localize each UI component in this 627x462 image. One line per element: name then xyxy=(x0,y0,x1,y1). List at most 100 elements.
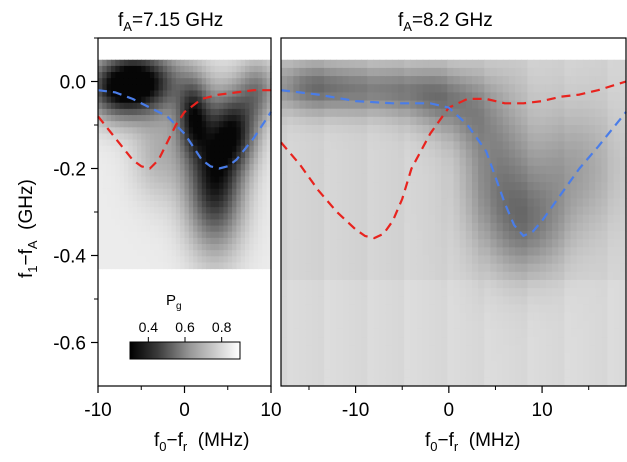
heat-cell xyxy=(102,207,108,214)
heat-cell xyxy=(119,90,125,98)
heat-cell xyxy=(558,165,565,175)
heat-cell xyxy=(613,231,621,240)
heat-cell xyxy=(619,271,627,281)
heat-cell xyxy=(471,59,479,69)
heat-cell xyxy=(496,157,504,167)
heat-cell xyxy=(227,256,233,264)
heat-cell xyxy=(330,320,338,330)
heat-cell xyxy=(435,141,442,151)
heat-cell xyxy=(502,165,510,175)
heat-cell xyxy=(570,133,578,142)
heat-cell xyxy=(484,100,492,110)
heat-cell xyxy=(435,312,442,322)
heat-cell xyxy=(484,198,492,208)
heat-cell xyxy=(253,84,259,92)
heat-cell xyxy=(441,222,448,232)
heat-cell xyxy=(324,231,331,240)
heat-cell xyxy=(508,328,516,338)
heat-cell xyxy=(348,255,356,265)
heat-cell xyxy=(465,296,473,306)
heat-cell xyxy=(404,67,411,77)
heat-cell xyxy=(428,198,436,208)
heat-cell xyxy=(336,67,344,77)
heat-cell xyxy=(154,102,160,110)
heat-cell xyxy=(245,188,250,196)
heat-cell xyxy=(508,141,516,151)
heat-cell xyxy=(552,345,559,354)
heat-cell xyxy=(607,361,615,371)
heat-cell xyxy=(607,100,615,110)
heat-cell xyxy=(299,328,307,338)
heat-cell xyxy=(253,219,259,227)
heat-cell xyxy=(533,84,541,93)
heat-cell xyxy=(145,78,151,85)
heat-cell xyxy=(490,328,498,338)
heat-cell xyxy=(102,59,108,67)
heat-cell xyxy=(201,96,207,104)
heat-cell xyxy=(330,206,338,216)
heat-cell xyxy=(361,84,368,93)
heat-cell xyxy=(342,198,350,208)
heat-cell xyxy=(379,247,387,257)
heat-cell xyxy=(324,304,331,314)
heat-cell xyxy=(527,141,535,151)
heat-cell xyxy=(206,262,212,270)
heat-cell xyxy=(367,263,375,273)
heat-cell xyxy=(158,145,164,153)
heat-cell xyxy=(496,288,504,297)
heat-cell xyxy=(601,214,609,224)
heat-cell xyxy=(416,320,424,330)
heat-cell xyxy=(471,157,479,167)
heat-cell xyxy=(613,76,621,85)
heat-cell xyxy=(619,116,627,126)
heat-cell xyxy=(154,121,160,128)
heat-cell xyxy=(447,67,455,77)
heat-cell xyxy=(305,59,313,69)
heat-cell xyxy=(281,361,288,371)
heat-cell xyxy=(115,59,121,67)
heat-cell xyxy=(545,279,553,289)
heat-cell xyxy=(508,353,516,363)
heat-cell xyxy=(167,170,173,178)
heat-cell xyxy=(299,157,307,167)
heat-cell xyxy=(115,170,121,178)
heat-cell xyxy=(98,200,103,208)
heat-cell xyxy=(330,141,338,151)
heat-cell xyxy=(184,96,190,104)
heat-cell xyxy=(361,353,368,363)
heat-cell xyxy=(110,213,116,221)
heat-cell xyxy=(132,158,138,165)
heat-cell xyxy=(180,213,186,221)
heat-cell xyxy=(201,182,207,190)
heat-cell xyxy=(533,190,541,200)
heat-cell xyxy=(496,173,504,183)
heat-cell xyxy=(428,304,436,314)
heat-cell xyxy=(201,121,207,128)
heat-cell xyxy=(348,157,356,167)
heat-cell xyxy=(478,304,485,314)
heat-cell xyxy=(154,207,160,214)
heat-cell xyxy=(435,222,442,232)
heat-cell xyxy=(607,198,615,208)
heat-cell xyxy=(299,149,307,159)
heat-cell xyxy=(398,312,405,322)
heat-cell xyxy=(214,207,220,214)
heat-cell xyxy=(576,222,584,232)
heat-cell xyxy=(236,207,242,214)
heat-cell xyxy=(589,76,596,85)
heat-cell xyxy=(188,182,194,190)
heat-cell xyxy=(613,173,621,183)
heat-cell xyxy=(570,328,578,338)
panel-left-title-main: f xyxy=(118,10,124,31)
heat-cell xyxy=(552,369,559,379)
heat-cell xyxy=(197,256,203,264)
heat-cell xyxy=(465,182,473,191)
heat-cell xyxy=(404,255,411,265)
heat-cell xyxy=(188,194,194,202)
heat-cell xyxy=(447,173,455,183)
heat-cell xyxy=(197,237,203,245)
heat-cell xyxy=(361,214,368,224)
heat-cell xyxy=(262,188,268,196)
heat-cell xyxy=(266,182,272,190)
heat-cell xyxy=(613,198,621,208)
